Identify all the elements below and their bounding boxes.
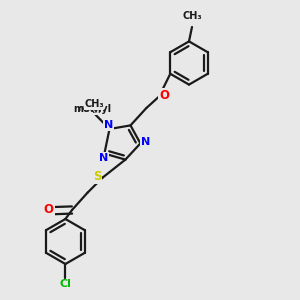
Text: methyl: methyl [93, 107, 98, 108]
Text: N: N [104, 120, 113, 130]
Text: N: N [99, 153, 108, 163]
Text: Cl: Cl [59, 279, 71, 290]
Text: O: O [44, 202, 54, 216]
Text: methyl: methyl [93, 112, 98, 113]
Text: S: S [93, 170, 101, 184]
Text: methyl: methyl [78, 104, 105, 113]
Text: O: O [159, 89, 170, 102]
Text: N: N [141, 137, 150, 147]
Text: methyl: methyl [73, 104, 112, 114]
Text: CH₃: CH₃ [84, 99, 104, 109]
Text: CH₃: CH₃ [183, 11, 202, 21]
